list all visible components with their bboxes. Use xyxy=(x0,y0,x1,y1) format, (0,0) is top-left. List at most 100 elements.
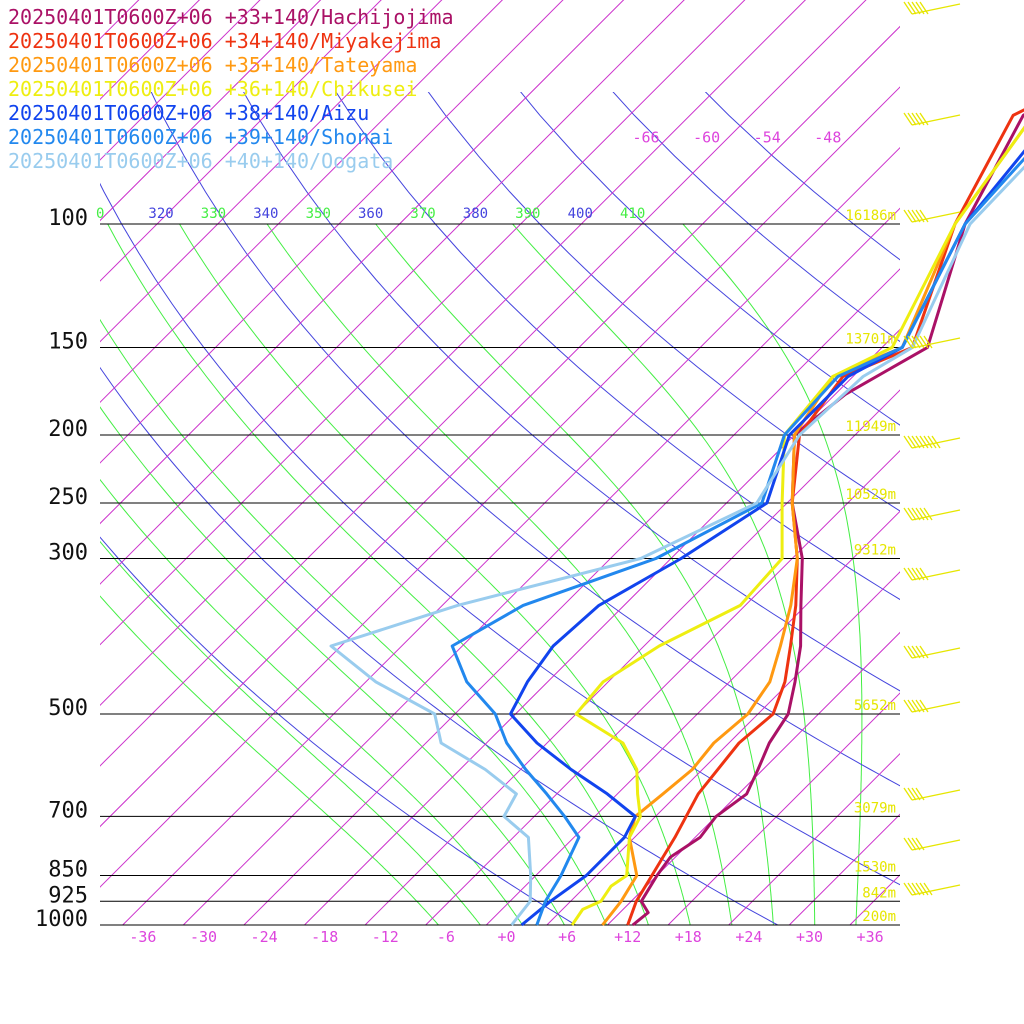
temperature-tick-label: +6 xyxy=(558,928,576,946)
wind-barb-flag xyxy=(907,507,917,521)
wind-barb-flag xyxy=(903,112,913,126)
wind-barb-flag xyxy=(911,787,921,801)
theta-label: 360 xyxy=(358,206,383,222)
wind-barb-flag xyxy=(903,882,913,896)
height-label: 1530m xyxy=(854,860,896,876)
wind-barb-flag xyxy=(915,837,925,851)
wind-barb-flag xyxy=(927,435,937,449)
pressure-label-1000: 1000 xyxy=(35,907,88,932)
height-label: 3079m xyxy=(854,800,896,816)
theta-label: 390 xyxy=(515,206,540,222)
wind-barb-flag xyxy=(911,507,921,521)
wind-barb-flag xyxy=(911,699,921,713)
moist-adiabat-line xyxy=(179,223,691,925)
isotherm-line xyxy=(304,328,900,925)
wind-barb-flag xyxy=(911,335,921,349)
legend-entry-4: 20250401T0600Z+06 +36+140/Chikusei xyxy=(8,77,417,101)
wind-barb-icon xyxy=(911,647,961,659)
wind-barb-flag xyxy=(911,567,921,581)
theta-label: 330 xyxy=(201,206,226,222)
dry-adiabat-line xyxy=(100,182,900,886)
wind-barb-flag xyxy=(919,335,929,349)
wind-barb-flag xyxy=(907,435,917,449)
wind-barb-flag xyxy=(911,837,921,851)
upper-isotherm-label: -60 xyxy=(693,128,720,146)
wind-barb-flag xyxy=(903,209,913,223)
wind-barb-flag xyxy=(931,435,941,449)
pressure-label-100: 100 xyxy=(48,206,88,231)
wind-barb-flag xyxy=(907,787,917,801)
dry-adiabats xyxy=(100,92,900,925)
legend-entry-5: 20250401T0600Z+06 +38+140/Aizu xyxy=(8,101,369,125)
height-label: 16186m xyxy=(845,208,896,224)
wind-barb-flag xyxy=(907,699,917,713)
wind-barb-icon xyxy=(911,569,961,581)
wind-barb-flag xyxy=(919,699,929,713)
wind-barb-flag xyxy=(903,567,913,581)
profile-line-4 xyxy=(570,125,1024,926)
pressure-label-925: 925 xyxy=(48,883,88,908)
isotherm-line xyxy=(607,631,900,925)
temperature-tick-label: -18 xyxy=(311,928,338,946)
upper-isotherm-label: -66 xyxy=(632,128,659,146)
temperature-tick-label: -30 xyxy=(190,928,217,946)
pressure-label-300: 300 xyxy=(48,540,88,565)
temperature-tick-label: +18 xyxy=(675,928,702,946)
wind-barb-flag xyxy=(915,787,925,801)
wind-barb-flag xyxy=(923,435,933,449)
isotherm-line xyxy=(546,571,900,925)
height-label: 842m xyxy=(862,885,896,901)
wind-barb-flag xyxy=(919,567,929,581)
moist-adiabat-line xyxy=(100,595,440,925)
theta-label: 410 xyxy=(620,206,645,222)
wind-barb-flag xyxy=(907,209,917,223)
wind-barb-flag xyxy=(903,699,913,713)
profile-line-7 xyxy=(329,165,1024,926)
dry-adiabat-line xyxy=(243,92,900,692)
wind-barb-icon xyxy=(911,789,961,801)
wind-barb-flag xyxy=(923,507,933,521)
upper-isotherm-label: -54 xyxy=(754,128,781,146)
wind-barb-flag xyxy=(907,1,917,15)
legend-entry-7: 20250401T0600Z+06 +40+140/Oogata xyxy=(8,149,393,173)
theta-label: 400 xyxy=(568,206,593,222)
wind-barb-flag xyxy=(907,645,917,659)
wind-barb-icon xyxy=(911,701,961,713)
isotherm-line xyxy=(849,874,900,925)
theta-label: 320 xyxy=(148,206,173,222)
pressure-label-250: 250 xyxy=(48,485,88,510)
wind-barb-flag xyxy=(915,335,925,349)
wind-barb-flag xyxy=(903,435,913,449)
dry-adiabat-line xyxy=(427,92,900,512)
legend: 20250401T0600Z+06 +33+140/Hachijojima202… xyxy=(8,5,454,173)
temperature-tick-label: -24 xyxy=(251,928,278,946)
wind-barb-flag xyxy=(915,882,925,896)
wind-barb-flag xyxy=(907,335,917,349)
wind-barb-flag xyxy=(915,209,925,223)
wind-barb-flag xyxy=(911,882,921,896)
wind-barb-flag xyxy=(915,645,925,659)
temperature-tick-label: +24 xyxy=(735,928,762,946)
moist-adiabat-line xyxy=(375,223,774,925)
moist-adiabat-line xyxy=(100,540,482,925)
wind-barb-flag xyxy=(919,435,929,449)
isotherm-line xyxy=(425,449,900,925)
wind-barb-flag xyxy=(911,209,921,223)
height-label: 11949m xyxy=(845,419,896,435)
wind-barb-icon xyxy=(911,884,961,896)
wind-barb-flag xyxy=(911,645,921,659)
isotherm-line xyxy=(911,0,1024,925)
temperature-tick-label: +36 xyxy=(857,928,884,946)
wind-barb-flag xyxy=(915,1,925,15)
pressure-label-500: 500 xyxy=(48,696,88,721)
wind-barb-flag xyxy=(903,787,913,801)
wind-barb-flag xyxy=(923,335,933,349)
theta-label: 380 xyxy=(463,206,488,222)
wind-barb-flag xyxy=(919,882,929,896)
wind-barb-icon xyxy=(911,211,961,223)
wind-barb-flag xyxy=(915,435,925,449)
moist-adiabats xyxy=(100,223,863,925)
legend-entry-3: 20250401T0600Z+06 +35+140/Tateyama xyxy=(8,53,417,77)
temperature-tick-label: -6 xyxy=(437,928,455,946)
